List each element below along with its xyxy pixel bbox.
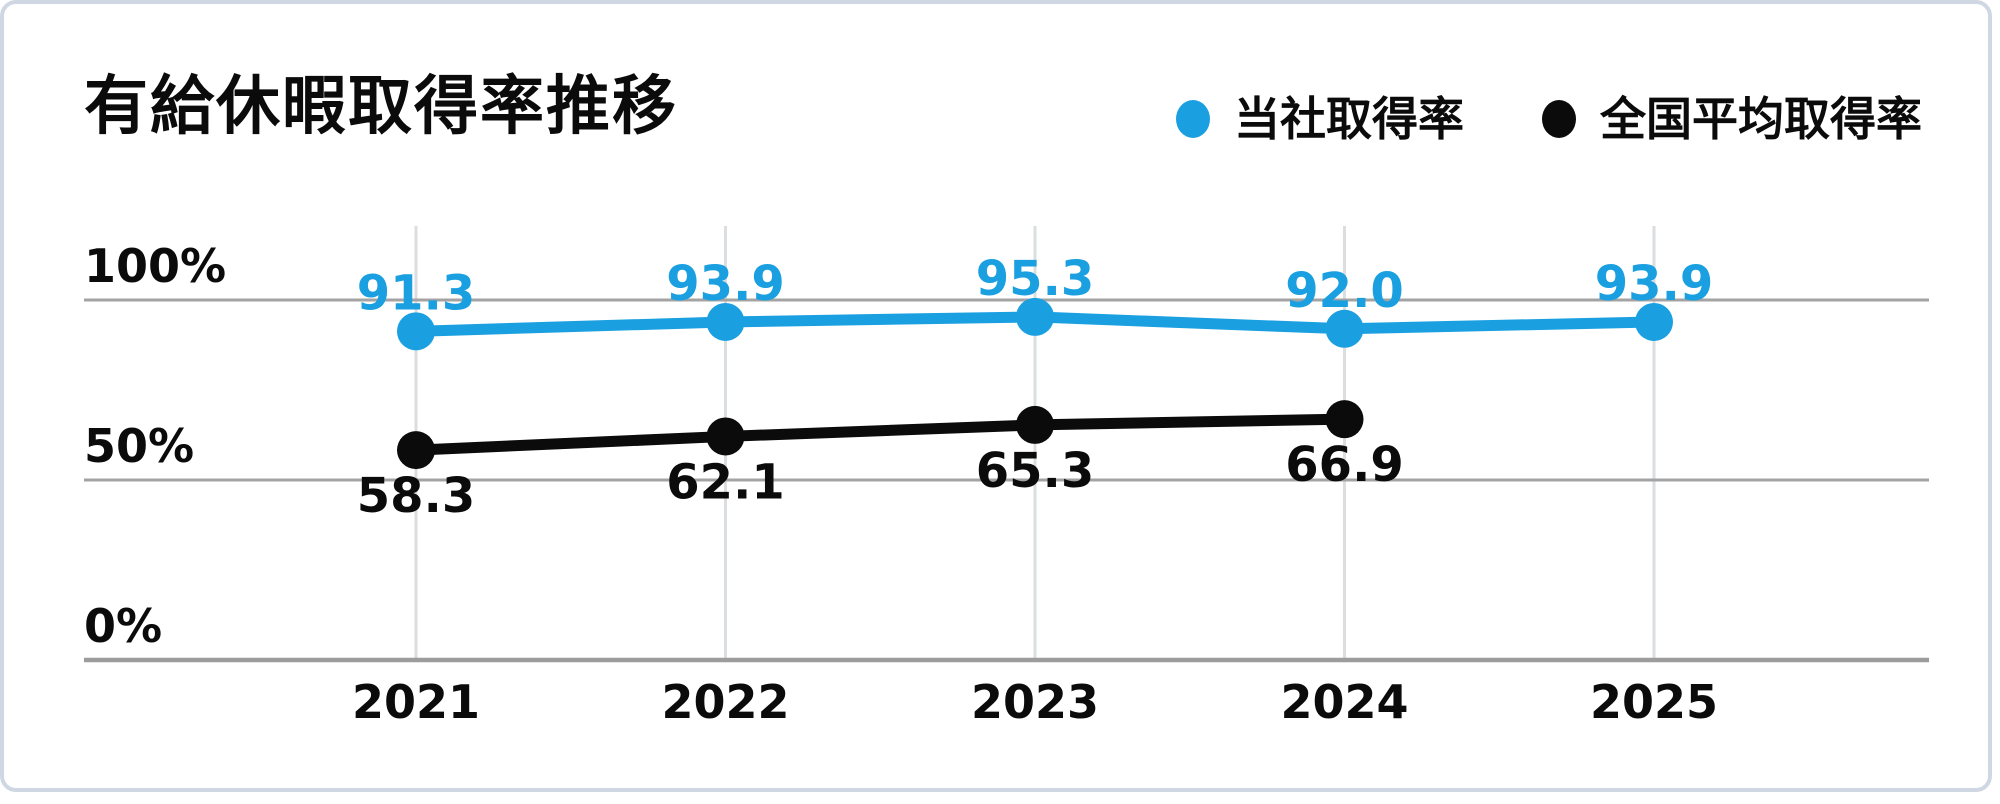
national-value-label: 66.9 bbox=[1285, 437, 1403, 493]
legend-item-company: 当社取得率 bbox=[1176, 96, 1464, 142]
page-title: 有給休暇取得率推移 bbox=[84, 70, 678, 144]
company-data-point bbox=[397, 312, 435, 351]
x-axis-tick-label: 2021 bbox=[352, 675, 480, 729]
national-value-label: 58.3 bbox=[357, 468, 475, 524]
national-value-label: 62.1 bbox=[666, 454, 784, 510]
national-data-point bbox=[1016, 405, 1054, 444]
national-data-point bbox=[1325, 400, 1364, 439]
company-data-point bbox=[1325, 309, 1364, 348]
company-value-label: 95.3 bbox=[976, 251, 1094, 307]
legend-item-national: 全国平均取得率 bbox=[1542, 96, 1922, 142]
company-value-label: 93.9 bbox=[666, 256, 784, 312]
legend-dot-company-icon bbox=[1176, 100, 1210, 138]
x-axis-tick-label: 2023 bbox=[971, 675, 1099, 729]
company-value-label: 93.9 bbox=[1595, 256, 1713, 312]
company-data-point bbox=[1016, 297, 1054, 336]
national-series-line bbox=[410, 413, 1350, 456]
legend-label-national: 全国平均取得率 bbox=[1600, 92, 1922, 146]
x-axis-tick-label: 2025 bbox=[1590, 675, 1718, 729]
national-data-point bbox=[397, 431, 435, 470]
y-axis-tick-label: 50% bbox=[84, 419, 194, 473]
legend-label-company: 当社取得率 bbox=[1234, 92, 1464, 146]
national-value-label: 65.3 bbox=[976, 443, 1094, 499]
x-axis-tick-label: 2022 bbox=[661, 675, 789, 729]
company-data-point bbox=[1635, 302, 1673, 341]
legend: 当社取得率 全国平均取得率 bbox=[1176, 92, 1922, 146]
y-axis-tick-label: 100% bbox=[84, 239, 226, 293]
company-value-label: 91.3 bbox=[357, 265, 475, 321]
company-value-label: 92.0 bbox=[1285, 263, 1403, 319]
x-axis-tick-label: 2024 bbox=[1280, 675, 1408, 729]
company-data-point bbox=[706, 302, 745, 341]
line-chart: 0% 50% 100% 2021 2022 2023 2024 2025 91.3 93.9 95.… bbox=[84, 226, 1929, 729]
national-data-point bbox=[706, 417, 745, 456]
y-axis-tick-label: 0% bbox=[84, 599, 162, 653]
legend-dot-national-icon bbox=[1542, 100, 1576, 138]
